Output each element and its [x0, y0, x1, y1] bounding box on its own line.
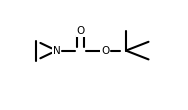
- Text: N: N: [52, 46, 60, 56]
- Text: O: O: [77, 26, 85, 36]
- Text: O: O: [101, 46, 109, 56]
